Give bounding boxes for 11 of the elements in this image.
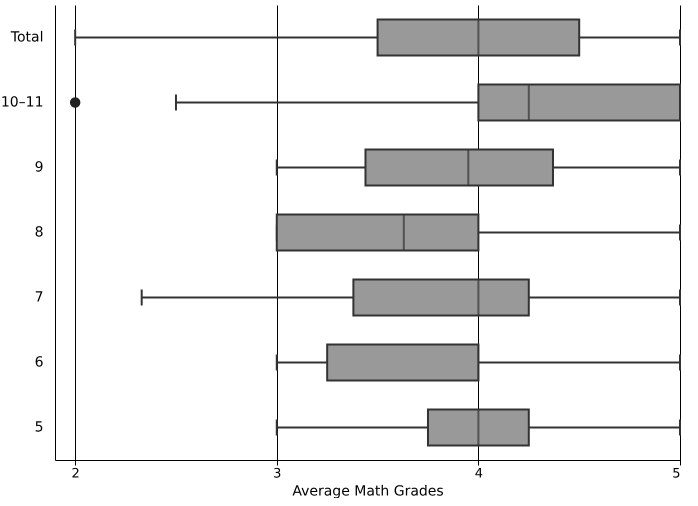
x-tick-label: 4 (474, 466, 484, 482)
y-tick-label: 7 (34, 290, 44, 306)
y-tick-label: Total (10, 30, 44, 46)
x-tick-label: 5 (672, 466, 680, 482)
y-tick-label: 5 (34, 420, 44, 436)
y-tick-label: 9 (34, 160, 44, 176)
y-tick-label: 6 (34, 354, 44, 370)
y-tick-label: 8 (34, 224, 44, 240)
y-tick-label: 10–11 (0, 94, 44, 110)
x-tick-label: 3 (273, 466, 282, 482)
x-tick-label: 2 (72, 466, 80, 482)
